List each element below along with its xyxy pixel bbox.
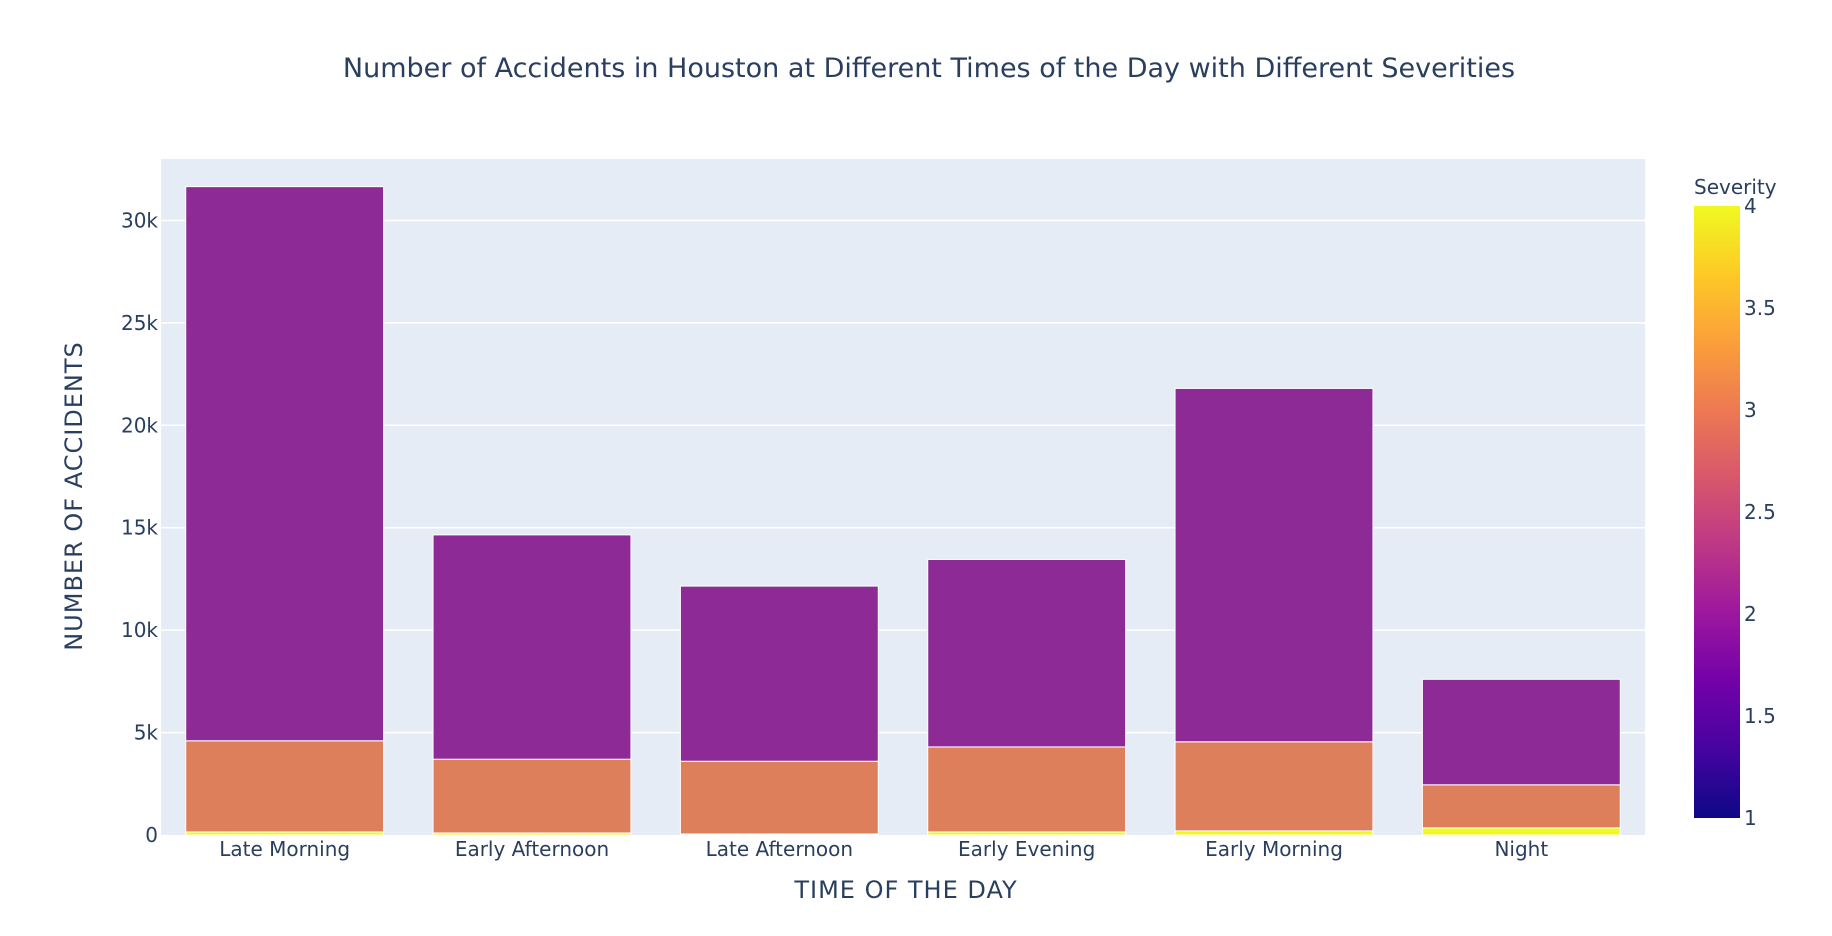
colorbar-tick-label: 2 bbox=[1744, 602, 1757, 626]
bar-severity-2[interactable] bbox=[1174, 387, 1374, 743]
bar-severity-2[interactable] bbox=[927, 558, 1127, 748]
y-tick-label: 20k bbox=[121, 413, 158, 437]
x-tick-label: Early Evening bbox=[958, 837, 1095, 861]
y-tick-label: 0 bbox=[145, 823, 158, 847]
bar-severity-4[interactable] bbox=[1174, 830, 1374, 836]
y-tick-label: 5k bbox=[134, 721, 159, 745]
bar-severity-3[interactable] bbox=[927, 746, 1127, 833]
bar-severity-3[interactable] bbox=[1174, 741, 1374, 832]
bar-severity-2[interactable] bbox=[432, 534, 632, 760]
y-tick-label: 30k bbox=[121, 208, 158, 232]
gridlines bbox=[161, 219, 1645, 734]
x-tick-label: Early Morning bbox=[1205, 837, 1343, 861]
x-tick-label: Late Afternoon bbox=[706, 837, 853, 861]
bar-severity-2[interactable] bbox=[185, 186, 385, 742]
x-axis-title: TIME OF THE DAY bbox=[793, 876, 1017, 904]
y-tick-label: 15k bbox=[121, 516, 158, 540]
y-tick-label: 25k bbox=[121, 311, 158, 335]
y-axis-title: NUMBER OF ACCIDENTS bbox=[60, 341, 88, 651]
plot-area bbox=[161, 159, 1645, 835]
x-axis-ticks: Late Morning Early Afternoon Late Afternoo… bbox=[219, 837, 1548, 861]
bar-severity-3[interactable] bbox=[432, 758, 632, 834]
x-tick-label: Late Morning bbox=[219, 837, 350, 861]
bar-severity-2[interactable] bbox=[1421, 678, 1621, 786]
bar-severity-3[interactable] bbox=[1421, 784, 1621, 829]
colorbar-tick-label: 2.5 bbox=[1744, 500, 1776, 524]
x-tick-label: Night bbox=[1494, 837, 1548, 861]
bar-severity-3[interactable] bbox=[679, 760, 879, 835]
y-axis-ticks: 0 5k 10k 15k 20k 25k 30k bbox=[121, 208, 158, 847]
colorbar-tick-label: 4 bbox=[1744, 194, 1757, 218]
bars bbox=[185, 186, 1621, 836]
colorbar-tick-label: 1.5 bbox=[1744, 704, 1776, 728]
colorbar-tick-label: 3.5 bbox=[1744, 296, 1776, 320]
colorbar: Severity 1 1.5 2 2.5 3 3.5 4 bbox=[1694, 175, 1777, 830]
bar-severity-2[interactable] bbox=[679, 585, 879, 762]
x-tick-label: Early Afternoon bbox=[455, 837, 609, 861]
bar-severity-4[interactable] bbox=[1421, 827, 1621, 836]
colorbar-tick-label: 1 bbox=[1744, 806, 1757, 830]
colorbar-title: Severity bbox=[1694, 175, 1777, 199]
colorbar-scale bbox=[1694, 206, 1740, 818]
chart-title: Number of Accidents in Houston at Differ… bbox=[343, 53, 1515, 84]
y-tick-label: 10k bbox=[121, 618, 158, 642]
bar-severity-3[interactable] bbox=[185, 740, 385, 833]
colorbar-ticks: 1 1.5 2 2.5 3 3.5 4 bbox=[1744, 194, 1776, 830]
colorbar-tick-label: 3 bbox=[1744, 398, 1757, 422]
